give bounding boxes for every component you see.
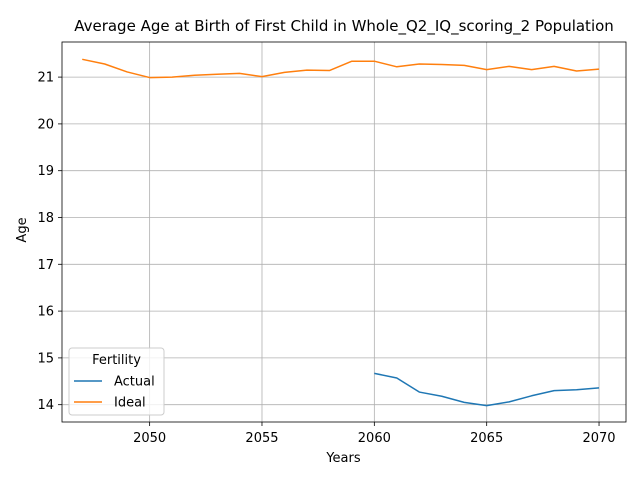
y-tick-label: 17 <box>37 258 54 273</box>
y-tick-label: 15 <box>37 351 54 366</box>
x-tick-label: 2065 <box>470 431 503 446</box>
x-tick-label: 2055 <box>245 431 278 446</box>
legend-label-actual: Actual <box>114 375 155 390</box>
legend-box <box>68 347 165 416</box>
y-tick-label: 19 <box>37 164 54 179</box>
y-axis-label: Age <box>15 217 30 242</box>
y-tick-label: 20 <box>37 117 54 132</box>
x-axis-label: Years <box>325 451 361 466</box>
chart-title: Average Age at Birth of First Child in W… <box>74 17 614 36</box>
y-tick-label: 18 <box>37 211 54 226</box>
series-lines <box>82 58 600 407</box>
plot-frame <box>61 41 627 423</box>
legend: Fertility Actual Ideal <box>68 347 165 416</box>
y-tick-label: 16 <box>37 305 54 320</box>
axis-ticks: 2050 2055 2060 2065 2070 14 15 16 17 18 19 20 21 <box>37 71 615 446</box>
legend-title: Fertility <box>92 353 141 368</box>
series-line-actual <box>374 372 600 407</box>
series-line-ideal <box>82 58 600 79</box>
x-tick-label: 2060 <box>358 431 391 446</box>
x-tick-label: 2050 <box>133 431 166 446</box>
y-tick-label: 21 <box>37 71 54 86</box>
x-tick-label: 2070 <box>582 431 615 446</box>
legend-label-ideal: Ideal <box>114 396 146 411</box>
y-tick-label: 14 <box>37 398 54 413</box>
